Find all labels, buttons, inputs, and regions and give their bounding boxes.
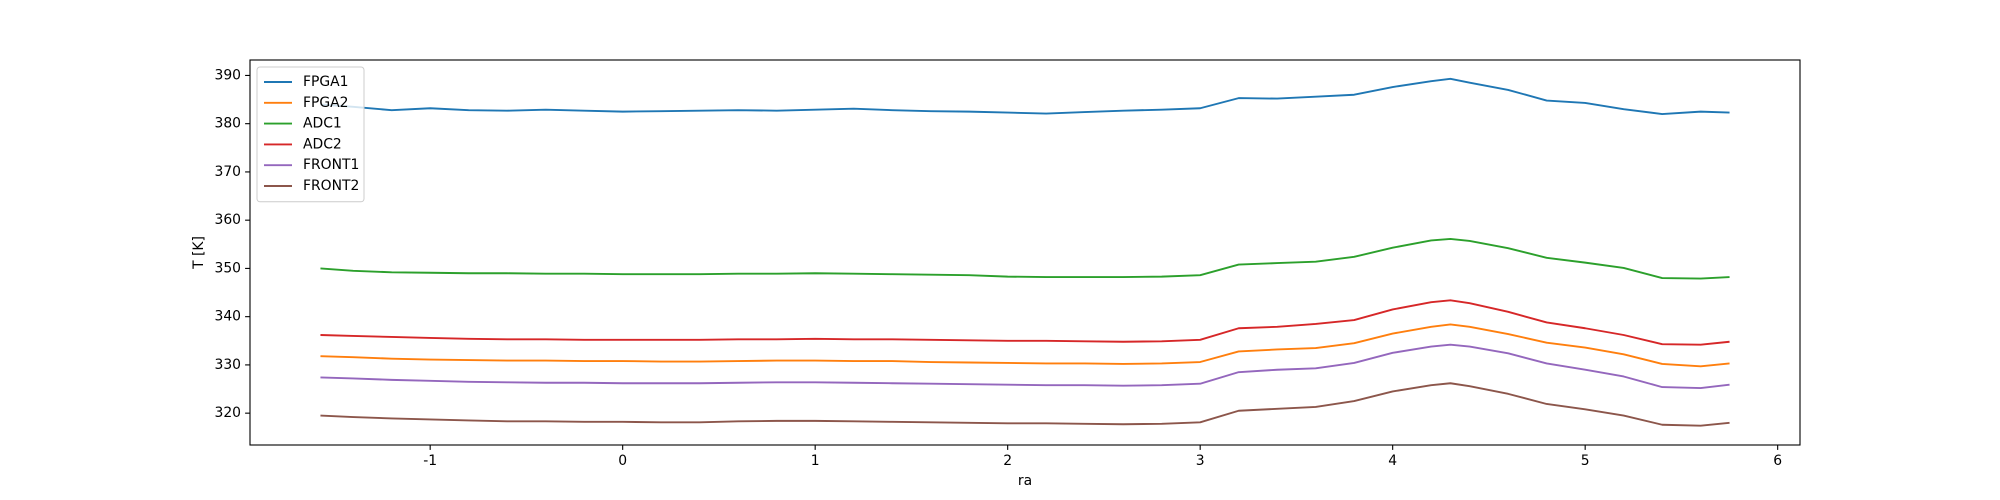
x-axis-label: ra: [1018, 473, 1032, 489]
x-tick-label: 3: [1196, 453, 1205, 469]
y-tick-label: 330: [214, 357, 241, 373]
x-tick-label: 0: [618, 453, 627, 469]
y-tick-label: 320: [214, 405, 241, 421]
y-tick-label: 350: [214, 260, 241, 276]
x-tick-label: 4: [1388, 453, 1397, 469]
legend-label: FRONT1: [303, 157, 359, 173]
x-tick-label: 2: [1003, 453, 1012, 469]
line-series: [320, 77, 1730, 115]
line-series: [320, 323, 1730, 368]
legend-label: ADC2: [303, 136, 342, 152]
y-tick-label: 360: [214, 212, 241, 228]
line-series: [320, 299, 1730, 346]
y-tick-label: 380: [214, 116, 241, 132]
legend-label: FPGA2: [303, 95, 348, 111]
y-tick-label: 340: [214, 309, 241, 325]
x-tick-label: 6: [1773, 453, 1782, 469]
legend: FPGA1 FPGA2 ADC1 ADC2 FRONT1 FRONT2: [256, 66, 365, 203]
line-series: [320, 382, 1730, 427]
y-tick-label: 370: [214, 164, 241, 180]
x-tick-label: -1: [423, 453, 437, 469]
line-series: [320, 238, 1730, 280]
legend-label: ADC1: [303, 116, 342, 132]
y-axis-label: T [K]: [191, 236, 207, 270]
line-series: [320, 343, 1730, 390]
y-tick-label: 390: [214, 67, 241, 83]
legend-label: FPGA1: [303, 74, 348, 90]
x-tick-label: 5: [1581, 453, 1590, 469]
axes-frame: [249, 59, 1801, 446]
x-tick-label: 1: [811, 453, 820, 469]
legend-box: [256, 66, 365, 203]
legend-label: FRONT2: [303, 178, 359, 194]
